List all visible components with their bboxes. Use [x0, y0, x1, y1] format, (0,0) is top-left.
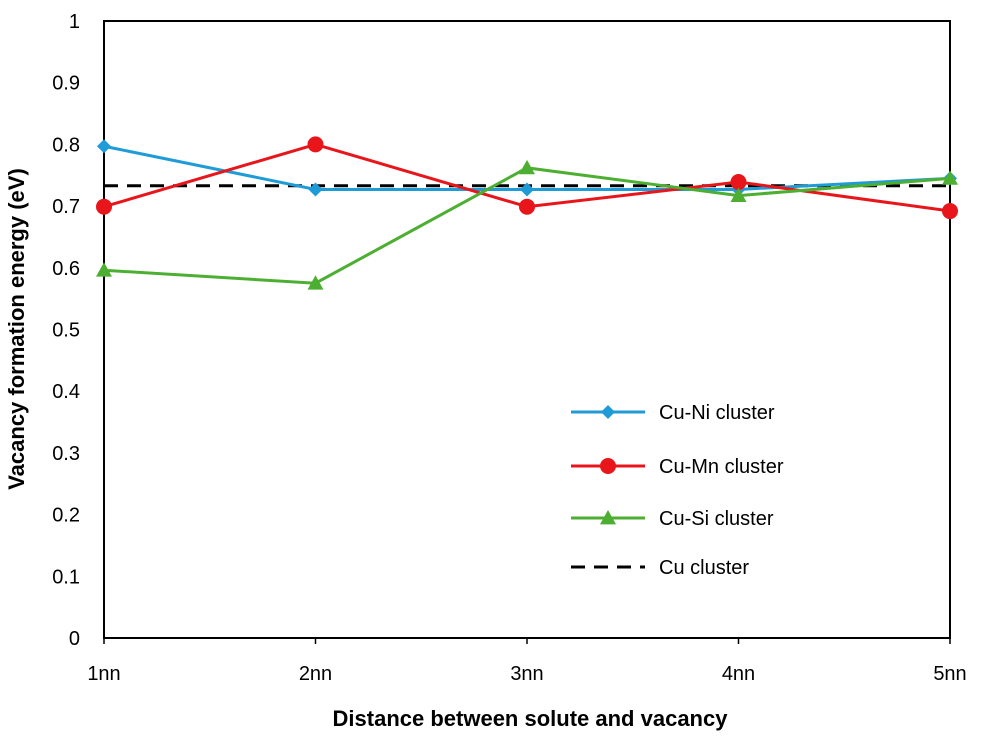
- series-cu-si-cluster: [96, 159, 958, 290]
- legend-label: Cu cluster: [659, 557, 749, 579]
- legend-label: Cu-Mn cluster: [659, 456, 784, 478]
- data-point: [520, 182, 534, 197]
- data-point: [519, 159, 535, 175]
- y-tick-label: 0.4: [52, 381, 80, 403]
- y-tick-label: 0: [69, 628, 80, 650]
- data-point: [307, 136, 324, 153]
- x-tick-label: 2nn: [299, 663, 332, 685]
- plot-area: [103, 20, 951, 639]
- data-point: [96, 262, 112, 277]
- x-tick-label: 4nn: [722, 663, 755, 685]
- legend-item: Cu-Ni cluster: [571, 402, 775, 424]
- legend-item: Cu-Mn cluster: [571, 456, 784, 478]
- legend: Cu-Ni cluster Cu-Mn cluster Cu-Si cluster C…: [571, 402, 784, 579]
- y-tick-label: 0.5: [52, 320, 80, 342]
- y-tick-label: 0.3: [52, 443, 80, 465]
- y-tick-label: 0.8: [52, 134, 80, 156]
- x-axis-ticks: 1nn 2nn 3nn 4nn 5nn: [87, 638, 967, 685]
- data-point: [942, 203, 958, 220]
- series-layer: [96, 136, 958, 290]
- x-tick-label: 3nn: [510, 663, 543, 685]
- y-tick-label: 0.7: [52, 196, 80, 218]
- y-tick-label: 1: [69, 11, 80, 33]
- data-point: [730, 174, 747, 191]
- legend-marker: [600, 510, 616, 525]
- data-point: [97, 139, 111, 154]
- x-axis-title: Distance between solute and vacancy: [333, 706, 729, 731]
- y-axis-ticks: 0 0.1 0.2 0.3 0.4 0.5 0.6 0.7 0.8 0.9 1: [52, 11, 80, 650]
- y-tick-label: 0.6: [52, 258, 80, 280]
- legend-label: Cu-Ni cluster: [659, 402, 775, 424]
- series-cu-mn-cluster: [96, 136, 958, 220]
- data-point: [519, 198, 535, 215]
- legend-label: Cu-Si cluster: [659, 508, 774, 530]
- legend-item: Cu cluster: [571, 557, 749, 579]
- y-tick-label: 0.9: [52, 73, 80, 95]
- y-tick-label: 0.2: [52, 505, 80, 527]
- legend-item: Cu-Si cluster: [571, 508, 774, 530]
- legend-marker: [601, 405, 615, 419]
- data-point: [96, 198, 112, 215]
- data-point: [308, 182, 323, 197]
- data-point: [942, 170, 958, 185]
- data-point: [307, 275, 324, 290]
- legend-marker: [600, 458, 616, 474]
- y-axis-title: Vacancy formation energy (eV): [4, 168, 29, 490]
- y-tick-label: 0.1: [52, 566, 80, 588]
- x-tick-label: 1nn: [87, 663, 120, 685]
- x-tick-label: 5nn: [933, 663, 966, 685]
- data-point: [730, 187, 747, 203]
